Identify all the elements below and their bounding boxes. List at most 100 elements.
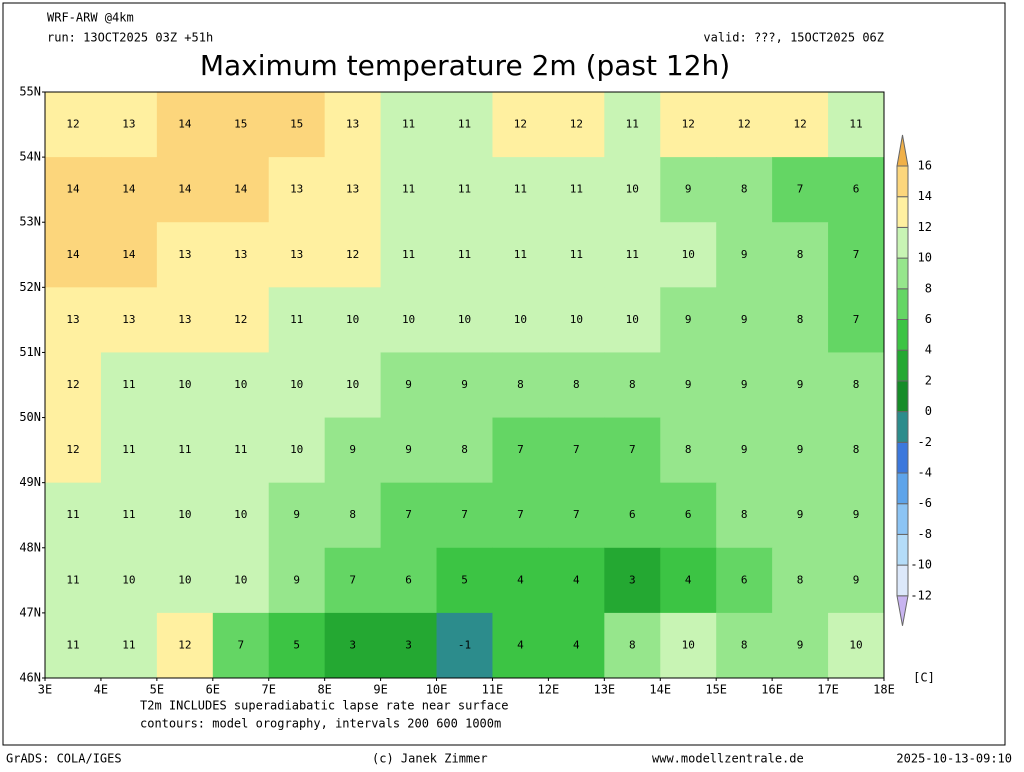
temperature-cell: [156, 287, 214, 353]
temperature-cell: [492, 547, 549, 614]
temperature-value: 9: [685, 378, 692, 391]
temperature-cell: [268, 157, 326, 223]
temperature-cell: [156, 417, 214, 484]
temperature-value: 10: [626, 313, 639, 326]
colorbar-bin: [896, 503, 909, 535]
temperature-value: 7: [853, 313, 860, 326]
temperature-cell: [548, 222, 605, 288]
temperature-cell: [45, 612, 102, 679]
temperature-cell: [492, 482, 549, 549]
temperature-value: 3: [405, 638, 412, 651]
lat-label: 52N: [19, 280, 41, 294]
temperature-value: 9: [797, 443, 804, 456]
temperature-cell: [156, 352, 214, 419]
temperature-value: 5: [461, 573, 468, 586]
temperature-value: 11: [626, 118, 639, 131]
temperature-value: 9: [741, 248, 748, 261]
temperature-cell: [380, 92, 438, 158]
temperature-value: 11: [458, 248, 471, 261]
temperature-value: 10: [849, 638, 862, 651]
lat-label: 54N: [19, 150, 41, 164]
temperature-cell: [100, 417, 158, 484]
temperature-value: 8: [797, 248, 804, 261]
temperature-cell: [156, 222, 214, 288]
temperature-cell: [212, 287, 270, 353]
temperature-cell: [660, 547, 717, 614]
temperature-cell: [548, 417, 605, 484]
temperature-cell: [212, 612, 270, 679]
temperature-cell: [380, 482, 438, 549]
temperature-cell: [548, 482, 605, 549]
lat-label: 49N: [19, 475, 41, 489]
temperature-value: 10: [178, 378, 191, 391]
temperature-value: 8: [853, 378, 860, 391]
lat-label: 50N: [19, 410, 41, 424]
temperature-cell: [716, 222, 773, 288]
temperature-cell: [100, 612, 158, 679]
temperature-cell: [45, 547, 102, 614]
temperature-value: 4: [517, 573, 524, 586]
footer-software: GrADS: COLA/IGES: [6, 752, 122, 766]
temperature-value: 9: [741, 378, 748, 391]
temperature-cell: [100, 92, 158, 158]
temperature-value: 8: [685, 443, 692, 456]
temperature-cell: [828, 92, 885, 158]
colorbar-label: 6: [925, 312, 932, 326]
temperature-cell: [436, 482, 493, 549]
temperature-value: 14: [234, 183, 248, 196]
temperature-value: 7: [349, 573, 356, 586]
temperature-cell: [380, 287, 438, 353]
temperature-value: 10: [402, 313, 415, 326]
temperature-value: 12: [66, 443, 79, 456]
temperature-value: 6: [741, 573, 748, 586]
temperature-cell: [604, 482, 661, 549]
temperature-cell: [45, 417, 102, 484]
temperature-cell: [212, 547, 270, 614]
temperature-cell: [436, 287, 493, 353]
note: contours: model orography, intervals 200…: [140, 717, 501, 731]
temperature-value: 9: [349, 443, 356, 456]
temperature-cell: [436, 417, 493, 484]
temperature-cell: [492, 417, 549, 484]
temperature-value: 11: [514, 183, 527, 196]
temperature-cell: [604, 157, 661, 223]
temperature-value: 9: [293, 508, 300, 521]
lat-label: 47N: [19, 605, 41, 619]
temperature-cell: [45, 482, 102, 549]
temperature-cell: [380, 157, 438, 223]
lat-label: 46N: [19, 671, 41, 685]
temperature-cell: [772, 612, 829, 679]
temperature-cell: [716, 92, 773, 158]
temperature-cell: [716, 157, 773, 223]
temperature-value: 10: [290, 378, 303, 391]
temperature-value: 12: [178, 638, 191, 651]
temperature-cell: [100, 157, 158, 223]
temperature-cell: [492, 352, 549, 419]
lat-label: 51N: [19, 345, 41, 359]
temperature-cell: [660, 482, 717, 549]
temperature-value: 9: [853, 573, 860, 586]
temperature-cell: [604, 287, 661, 353]
temperature-cell: [604, 612, 661, 679]
temperature-cell: [380, 352, 438, 419]
colorbar-bin: [896, 533, 909, 566]
temperature-cell: [660, 287, 717, 353]
colorbar-bin: [896, 472, 909, 505]
footer-timestamp: 2025-10-13-09:10: [896, 752, 1012, 766]
temperature-value: 12: [66, 118, 79, 131]
temperature-value: 11: [122, 378, 135, 391]
temperature-cell: [324, 612, 382, 679]
temperature-value: 9: [797, 378, 804, 391]
temperature-value: 6: [629, 508, 636, 521]
temperature-cell: [492, 287, 549, 353]
colorbar-bin: [896, 257, 909, 290]
temperature-cell: [436, 222, 493, 288]
temperature-cell: [828, 157, 885, 223]
temperature-value: 11: [402, 118, 415, 131]
temperature-cell: [716, 612, 773, 679]
colorbar-bin: [896, 165, 909, 198]
temperature-cell: [716, 547, 773, 614]
temperature-value: 7: [853, 248, 860, 261]
temperature-value: 10: [346, 313, 359, 326]
temperature-value: 7: [237, 638, 244, 651]
